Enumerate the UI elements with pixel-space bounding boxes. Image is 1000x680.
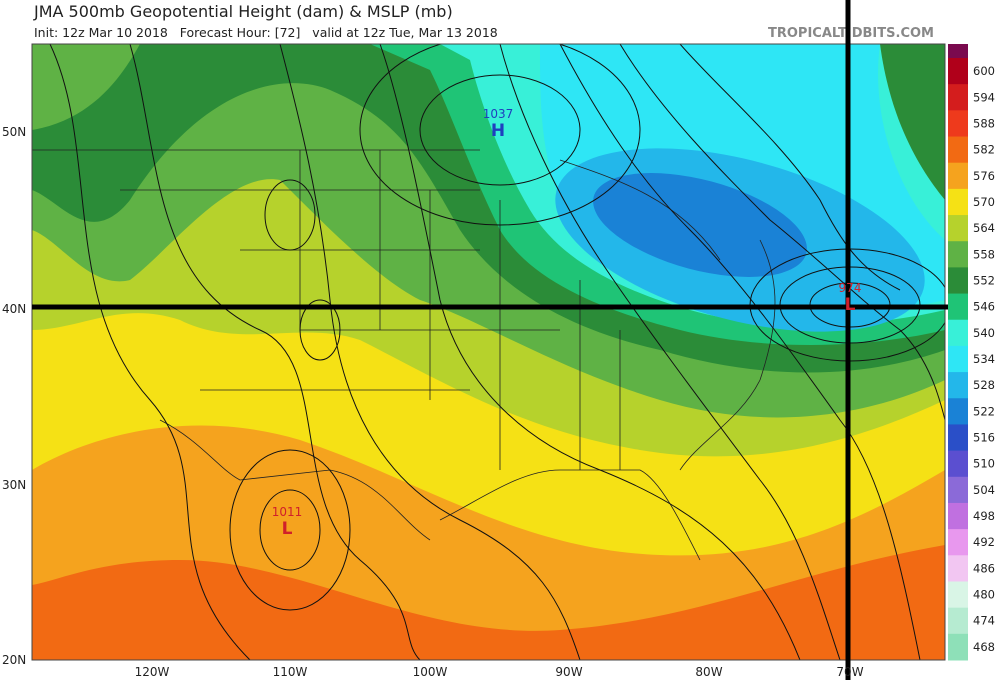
- colorbar-label: 528: [973, 378, 995, 392]
- longitude-label: 100W: [413, 665, 448, 679]
- colorbar-swatch: [948, 581, 968, 609]
- title: JMA 500mb Geopotential Height (dam) & MS…: [33, 2, 453, 21]
- colorbar-swatch: [948, 450, 968, 478]
- pressure-center-symbol: H: [491, 121, 505, 141]
- colorbar-swatch: [948, 424, 968, 452]
- colorbar-swatch: [948, 372, 968, 399]
- colorbar-label: 504: [973, 483, 995, 497]
- colorbar-label: 558: [973, 247, 995, 261]
- colorbar-swatch: [948, 84, 968, 111]
- colorbar-swatch: [948, 110, 968, 138]
- latitude-label: 50N: [2, 125, 26, 139]
- colorbar-swatch: [948, 345, 968, 373]
- credit: TROPICALTIDBITS.COM: [768, 26, 934, 41]
- colorbar-label: 534: [973, 352, 995, 366]
- colorbar-swatch: [948, 162, 968, 190]
- colorbar-label: 552: [973, 273, 995, 287]
- colorbar-label: 576: [973, 169, 995, 183]
- colorbar-swatch: [948, 215, 968, 242]
- colorbar-label: 570: [973, 195, 995, 209]
- colorbar-swatch: [948, 555, 968, 582]
- colorbar-label: 564: [973, 221, 995, 235]
- latitude-label: 40N: [2, 302, 26, 316]
- longitude-label: 120W: [135, 665, 170, 679]
- colorbar-label: 480: [973, 588, 995, 602]
- colorbar-label: 588: [973, 116, 995, 130]
- map: [32, 44, 945, 660]
- subtitle: Init: 12z Mar 10 2018 Forecast Hour: [72…: [34, 25, 498, 40]
- pressure-value: 1037: [483, 107, 514, 121]
- colorbar-swatch: [948, 502, 968, 530]
- colorbar-label: 516: [973, 431, 995, 445]
- pressure-value: 1011: [272, 505, 303, 519]
- longitude-label: 70W: [836, 665, 863, 679]
- colorbar-swatch: [948, 293, 968, 321]
- colorbar-swatch: [948, 58, 968, 85]
- longitude-label: 80W: [695, 665, 722, 679]
- colorbar-label: 474: [973, 614, 995, 628]
- colorbar-label: 468: [973, 640, 995, 654]
- colorbar-label: 498: [973, 509, 995, 523]
- colorbar-swatch: [948, 607, 968, 635]
- colorbar-label: 600: [973, 64, 995, 78]
- colorbar-swatch: [948, 241, 968, 268]
- longitude-label: 90W: [555, 665, 582, 679]
- colorbar-swatch: [948, 319, 968, 347]
- colorbar-swatch: [948, 44, 968, 58]
- latitude-label: 30N: [2, 478, 26, 492]
- colorbar-label: 546: [973, 300, 995, 314]
- colorbar-swatch: [948, 633, 968, 661]
- colorbar-label: 540: [973, 326, 995, 340]
- colorbar-swatch: [948, 136, 968, 164]
- colorbar-label: 486: [973, 561, 995, 575]
- colorbar-swatch: [948, 529, 968, 556]
- pressure-center-symbol: L: [845, 295, 856, 315]
- colorbar-label: 510: [973, 457, 995, 471]
- pressure-value: 974: [839, 281, 862, 295]
- colorbar-swatch: [948, 188, 968, 216]
- colorbar-swatch: [948, 267, 968, 295]
- colorbar-label: 522: [973, 404, 995, 418]
- colorbar-swatch: [948, 476, 968, 504]
- latitude-label: 20N: [2, 653, 26, 667]
- colorbar-label: 492: [973, 535, 995, 549]
- pressure-center-symbol: L: [282, 519, 293, 539]
- longitude-label: 110W: [273, 665, 308, 679]
- colorbar-label: 594: [973, 90, 995, 104]
- map-frame: [31, 43, 946, 661]
- colorbar-swatch: [948, 398, 968, 425]
- colorbar-label: 582: [973, 143, 995, 157]
